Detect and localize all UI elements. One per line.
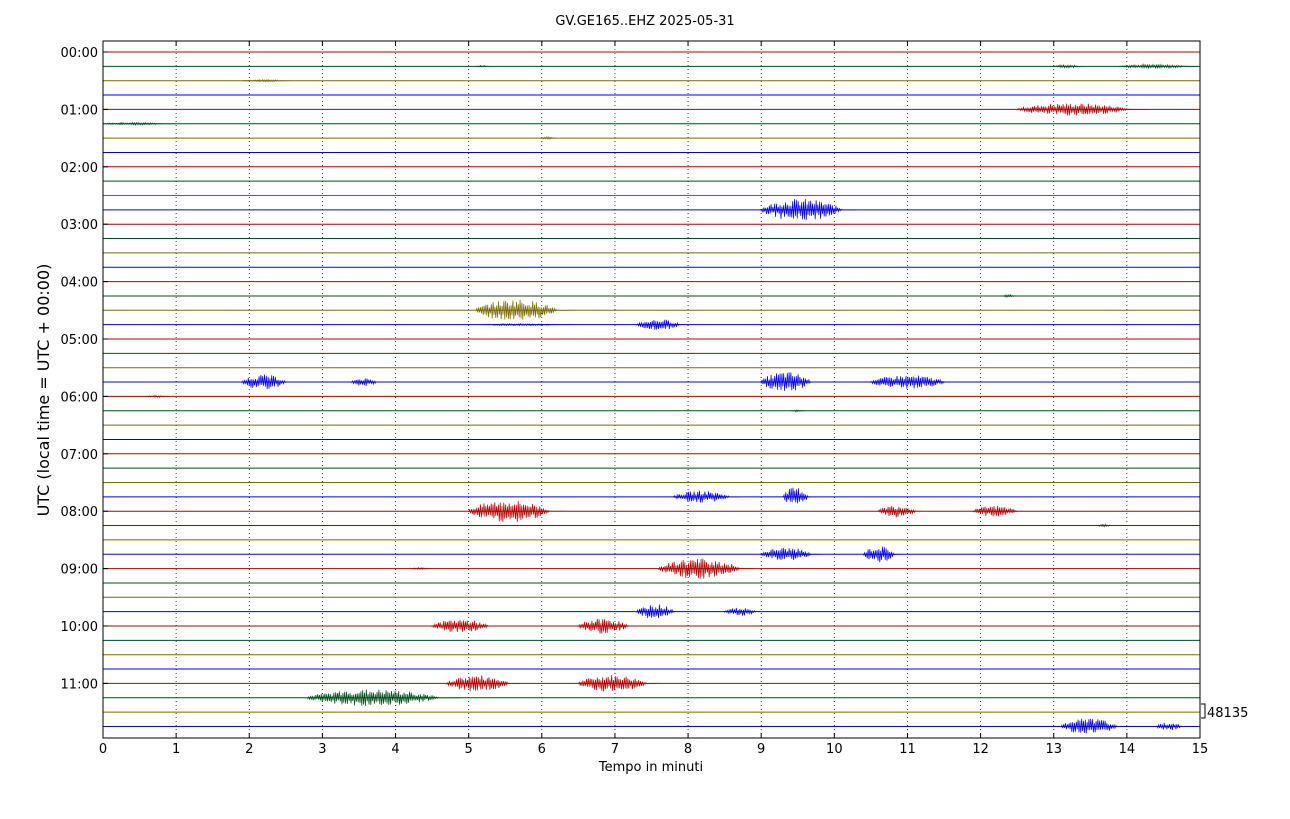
x-tick-label: 0	[99, 742, 107, 757]
x-tick-label: 5	[465, 742, 473, 757]
y-tick-label: 07:00	[61, 448, 98, 463]
seismic-event	[636, 604, 681, 619]
seismic-event	[1155, 722, 1186, 730]
x-axis-ticks: 0 1 2 3 4 5 6 7 8 9 10 11 12 13 14 15	[99, 41, 1208, 757]
vertical-gridlines	[175, 41, 1128, 738]
seismic-event	[724, 607, 762, 616]
seismic-event	[475, 64, 491, 68]
plot-frame	[102, 40, 1201, 739]
seismic-event	[760, 198, 857, 221]
seismic-event	[760, 372, 821, 392]
seismic-event	[578, 675, 659, 692]
y-tick-label: 01:00	[61, 103, 98, 118]
y-tick-label: 05:00	[61, 333, 98, 348]
x-tick-label: 11	[899, 742, 916, 757]
seismic-event	[782, 487, 813, 504]
y-tick-label: 08:00	[61, 505, 98, 520]
seismic-event	[673, 490, 740, 503]
scale-bracket	[1201, 703, 1206, 719]
seismic-event	[541, 136, 557, 140]
chart-title: GV.GE165..EHZ 2025-05-31	[555, 14, 734, 29]
seismic-event	[1053, 63, 1084, 69]
seismic-event	[241, 374, 294, 390]
seismic-event	[431, 620, 498, 633]
seismic-event	[863, 546, 901, 563]
x-tick-label: 12	[972, 742, 989, 757]
y-tick-label: 03:00	[61, 218, 98, 233]
seismic-event	[446, 675, 520, 692]
seismic-event	[578, 618, 637, 634]
seismic-event	[409, 566, 433, 570]
seismic-event	[1097, 523, 1113, 528]
seismic-event	[870, 375, 959, 389]
y-axis-label: UTC (local time = UTC + 00:00)	[34, 264, 53, 517]
seismic-event	[482, 322, 572, 327]
x-tick-label: 7	[611, 742, 619, 757]
x-tick-label: 10	[826, 742, 843, 757]
x-tick-label: 4	[391, 742, 399, 757]
seismic-event	[102, 121, 177, 126]
seismic-event	[1002, 293, 1018, 298]
seismic-event	[241, 78, 294, 83]
x-tick-label: 14	[1119, 742, 1136, 757]
seismic-event	[760, 547, 821, 561]
seismic-event	[636, 319, 689, 330]
scale-bar: 48135	[1201, 703, 1248, 721]
y-tick-label: 10:00	[61, 620, 98, 635]
y-tick-label: 09:00	[61, 563, 98, 578]
x-tick-label: 6	[538, 742, 546, 757]
x-tick-label: 13	[1045, 742, 1062, 757]
y-tick-label: 00:00	[61, 46, 98, 61]
y-tick-label: 04:00	[61, 276, 98, 291]
seismic-event	[877, 505, 923, 518]
x-tick-label: 8	[684, 742, 692, 757]
seismic-event	[468, 500, 564, 523]
seismic-event	[790, 409, 806, 413]
seismic-event	[1016, 103, 1149, 116]
x-tick-label: 15	[1192, 742, 1209, 757]
seismic-event	[1060, 718, 1127, 734]
y-axis-ticks: 00:00 01:00 02:00 03:00 04:00 05:00 06:00 07:00…	[61, 46, 108, 692]
seismic-event	[972, 505, 1025, 517]
x-tick-label: 1	[172, 742, 180, 757]
seismic-traces	[102, 51, 1200, 734]
seismic-event	[658, 558, 754, 579]
seismic-event	[307, 689, 462, 706]
scale-label: 48135	[1207, 706, 1248, 721]
y-tick-label: 06:00	[61, 390, 98, 405]
seismic-event	[351, 378, 381, 386]
x-tick-label: 2	[245, 742, 253, 757]
x-tick-label: 9	[757, 742, 765, 757]
seismic-event	[1119, 63, 1200, 70]
seismic-event	[475, 299, 572, 320]
y-tick-label: 11:00	[61, 677, 98, 692]
y-tick-label: 02:00	[61, 161, 98, 176]
x-axis-label: Tempo in minuti	[598, 760, 703, 775]
seismic-event	[146, 394, 169, 398]
x-tick-label: 3	[318, 742, 326, 757]
